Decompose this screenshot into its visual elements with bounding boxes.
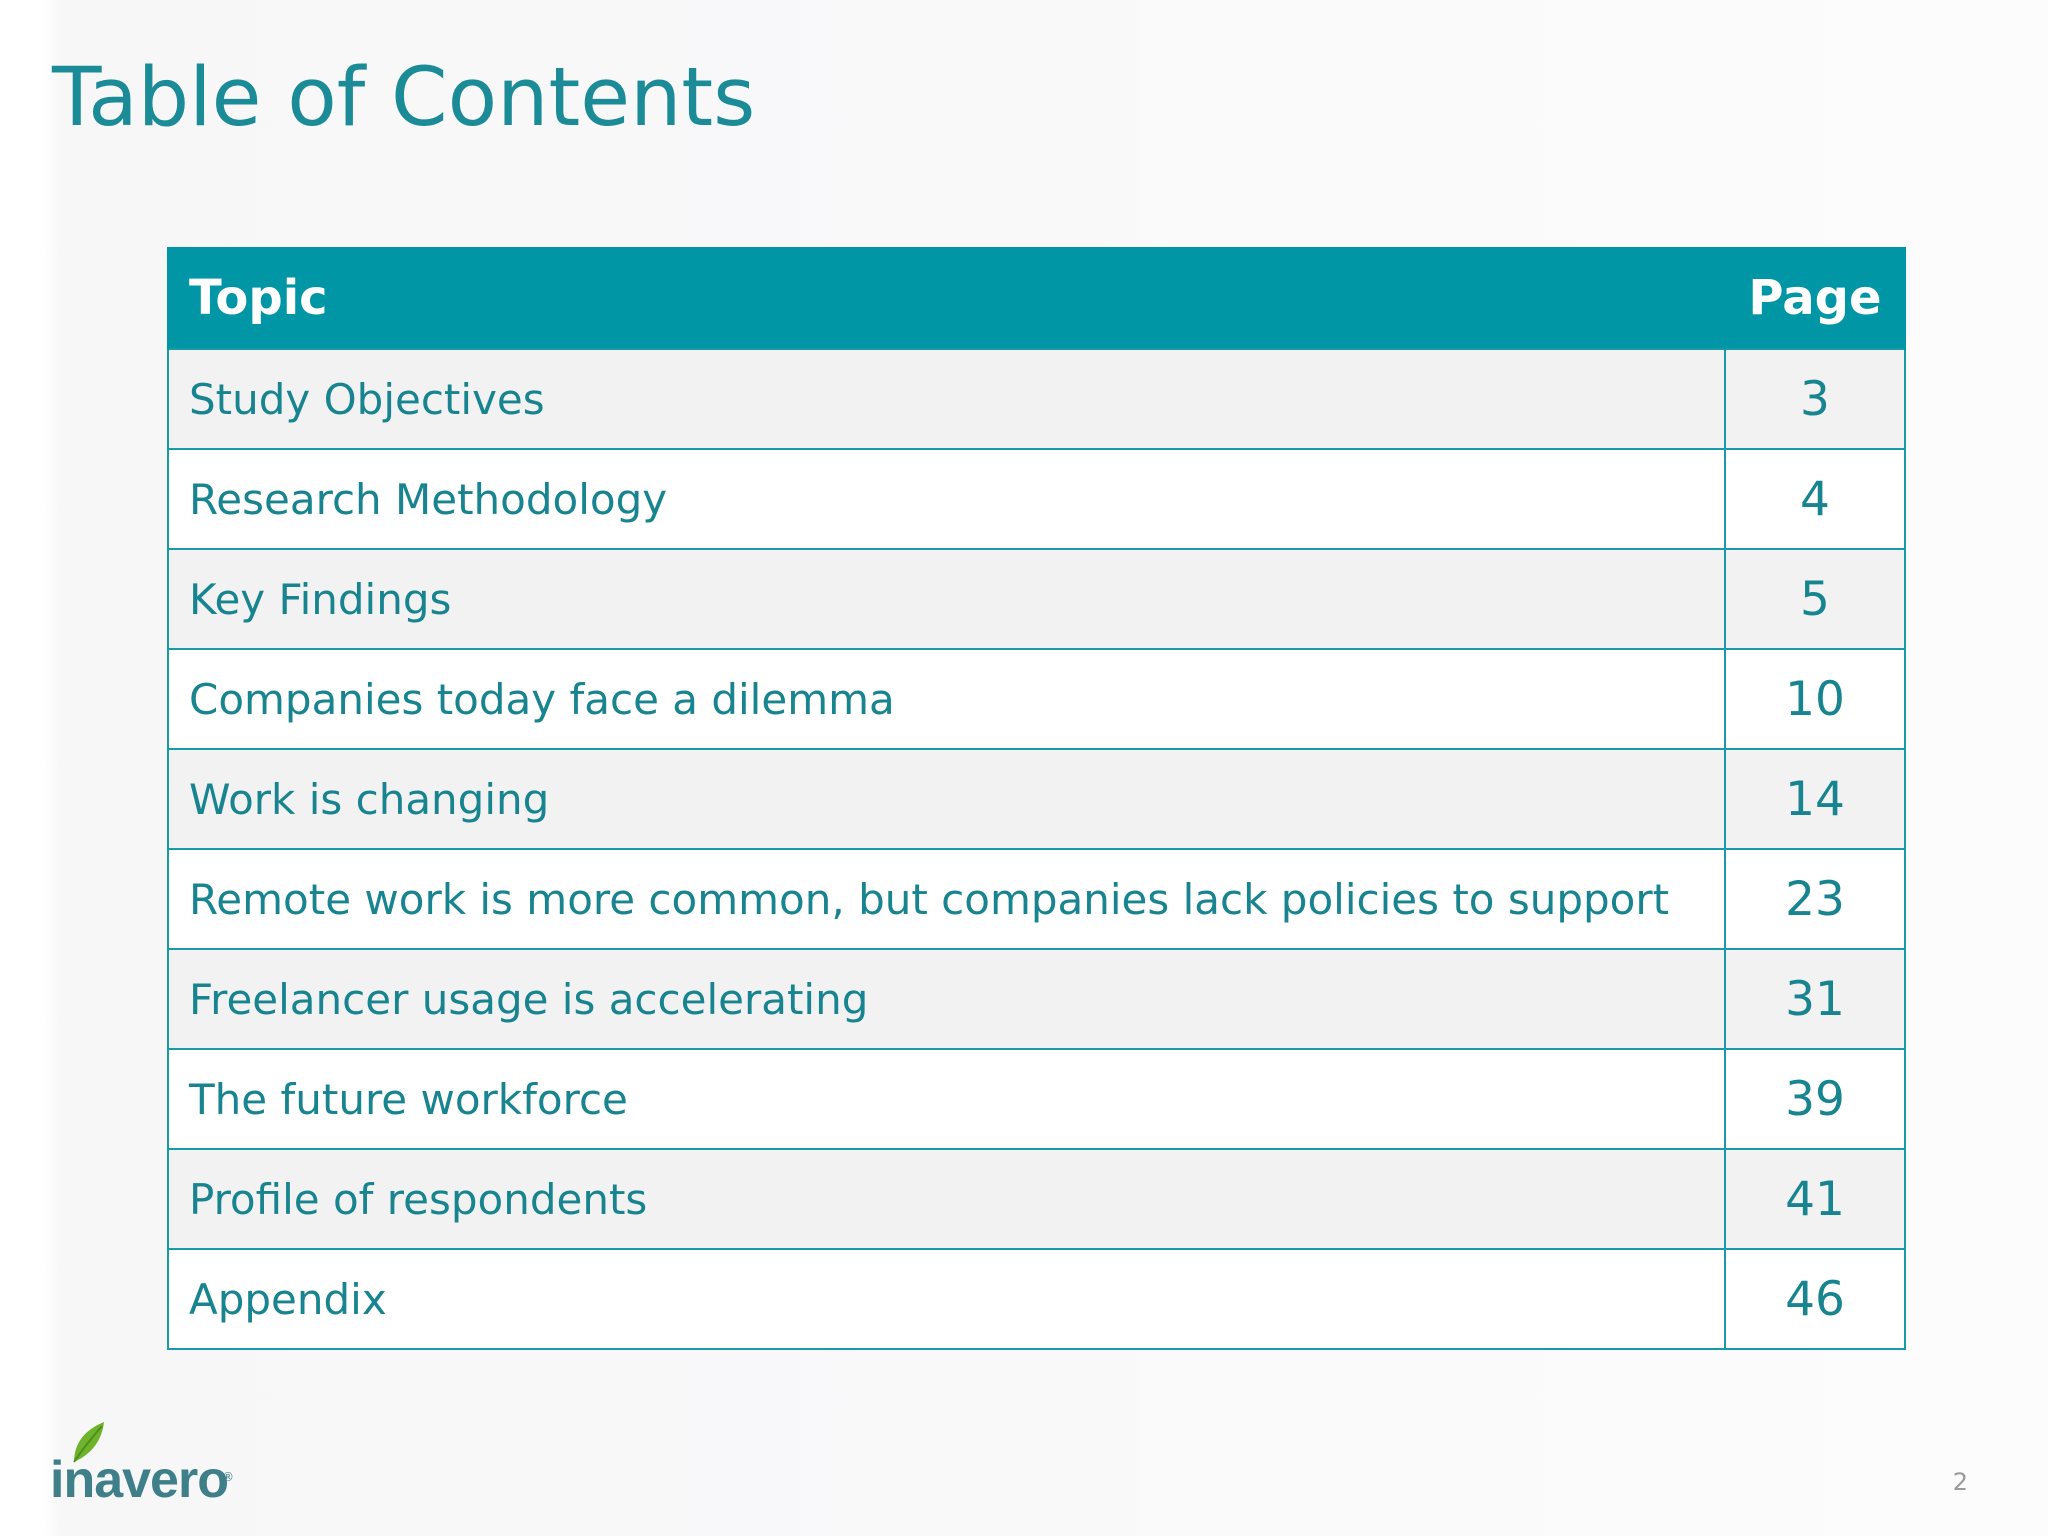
topic-cell: Companies today face a dilemma bbox=[167, 648, 1726, 750]
topic-cell: Key Findings bbox=[167, 548, 1726, 650]
page-cell: 10 bbox=[1724, 648, 1906, 750]
page-cell: 3 bbox=[1724, 348, 1906, 450]
table-row: Appendix 46 bbox=[167, 1248, 1906, 1350]
page-cell: 46 bbox=[1724, 1248, 1906, 1350]
table-row: Remote work is more common, but companie… bbox=[167, 848, 1906, 950]
topic-cell: Appendix bbox=[167, 1248, 1726, 1350]
table-row: Work is changing 14 bbox=[167, 748, 1906, 850]
inavero-logo: inavero ® bbox=[50, 1420, 250, 1510]
table-row: Key Findings 5 bbox=[167, 548, 1906, 650]
slide-page-number: 2 bbox=[1952, 1468, 1968, 1496]
topic-cell: Work is changing bbox=[167, 748, 1726, 850]
topic-column-header: Topic bbox=[167, 247, 1726, 349]
topic-cell: Study Objectives bbox=[167, 348, 1726, 450]
registered-mark: ® bbox=[222, 1470, 234, 1484]
page-cell: 4 bbox=[1724, 448, 1906, 550]
page-cell: 41 bbox=[1724, 1148, 1906, 1250]
table-row: Companies today face a dilemma 10 bbox=[167, 648, 1906, 750]
topic-cell: Research Methodology bbox=[167, 448, 1726, 550]
topic-cell: The future workforce bbox=[167, 1048, 1726, 1150]
page-title: Table of Contents bbox=[52, 51, 756, 145]
topic-cell: Remote work is more common, but companie… bbox=[167, 848, 1726, 950]
table-row: Research Methodology 4 bbox=[167, 448, 1906, 550]
table-row: The future workforce 39 bbox=[167, 1048, 1906, 1150]
page-cell: 31 bbox=[1724, 948, 1906, 1050]
table-of-contents: Topic Page Study Objectives 3 Research M… bbox=[167, 247, 1906, 1350]
logo-wordmark: inavero bbox=[50, 1451, 229, 1509]
topic-cell: Profile of respondents bbox=[167, 1148, 1726, 1250]
leaf-icon bbox=[73, 1422, 104, 1463]
table-row: Freelancer usage is accelerating 31 bbox=[167, 948, 1906, 1050]
page-cell: 5 bbox=[1724, 548, 1906, 650]
topic-cell: Freelancer usage is accelerating bbox=[167, 948, 1726, 1050]
page-column-header: Page bbox=[1724, 247, 1906, 349]
table-row: Profile of respondents 41 bbox=[167, 1148, 1906, 1250]
table-header-row: Topic Page bbox=[167, 247, 1906, 349]
table-row: Study Objectives 3 bbox=[167, 348, 1906, 450]
page-cell: 23 bbox=[1724, 848, 1906, 950]
page-cell: 14 bbox=[1724, 748, 1906, 850]
page-cell: 39 bbox=[1724, 1048, 1906, 1150]
